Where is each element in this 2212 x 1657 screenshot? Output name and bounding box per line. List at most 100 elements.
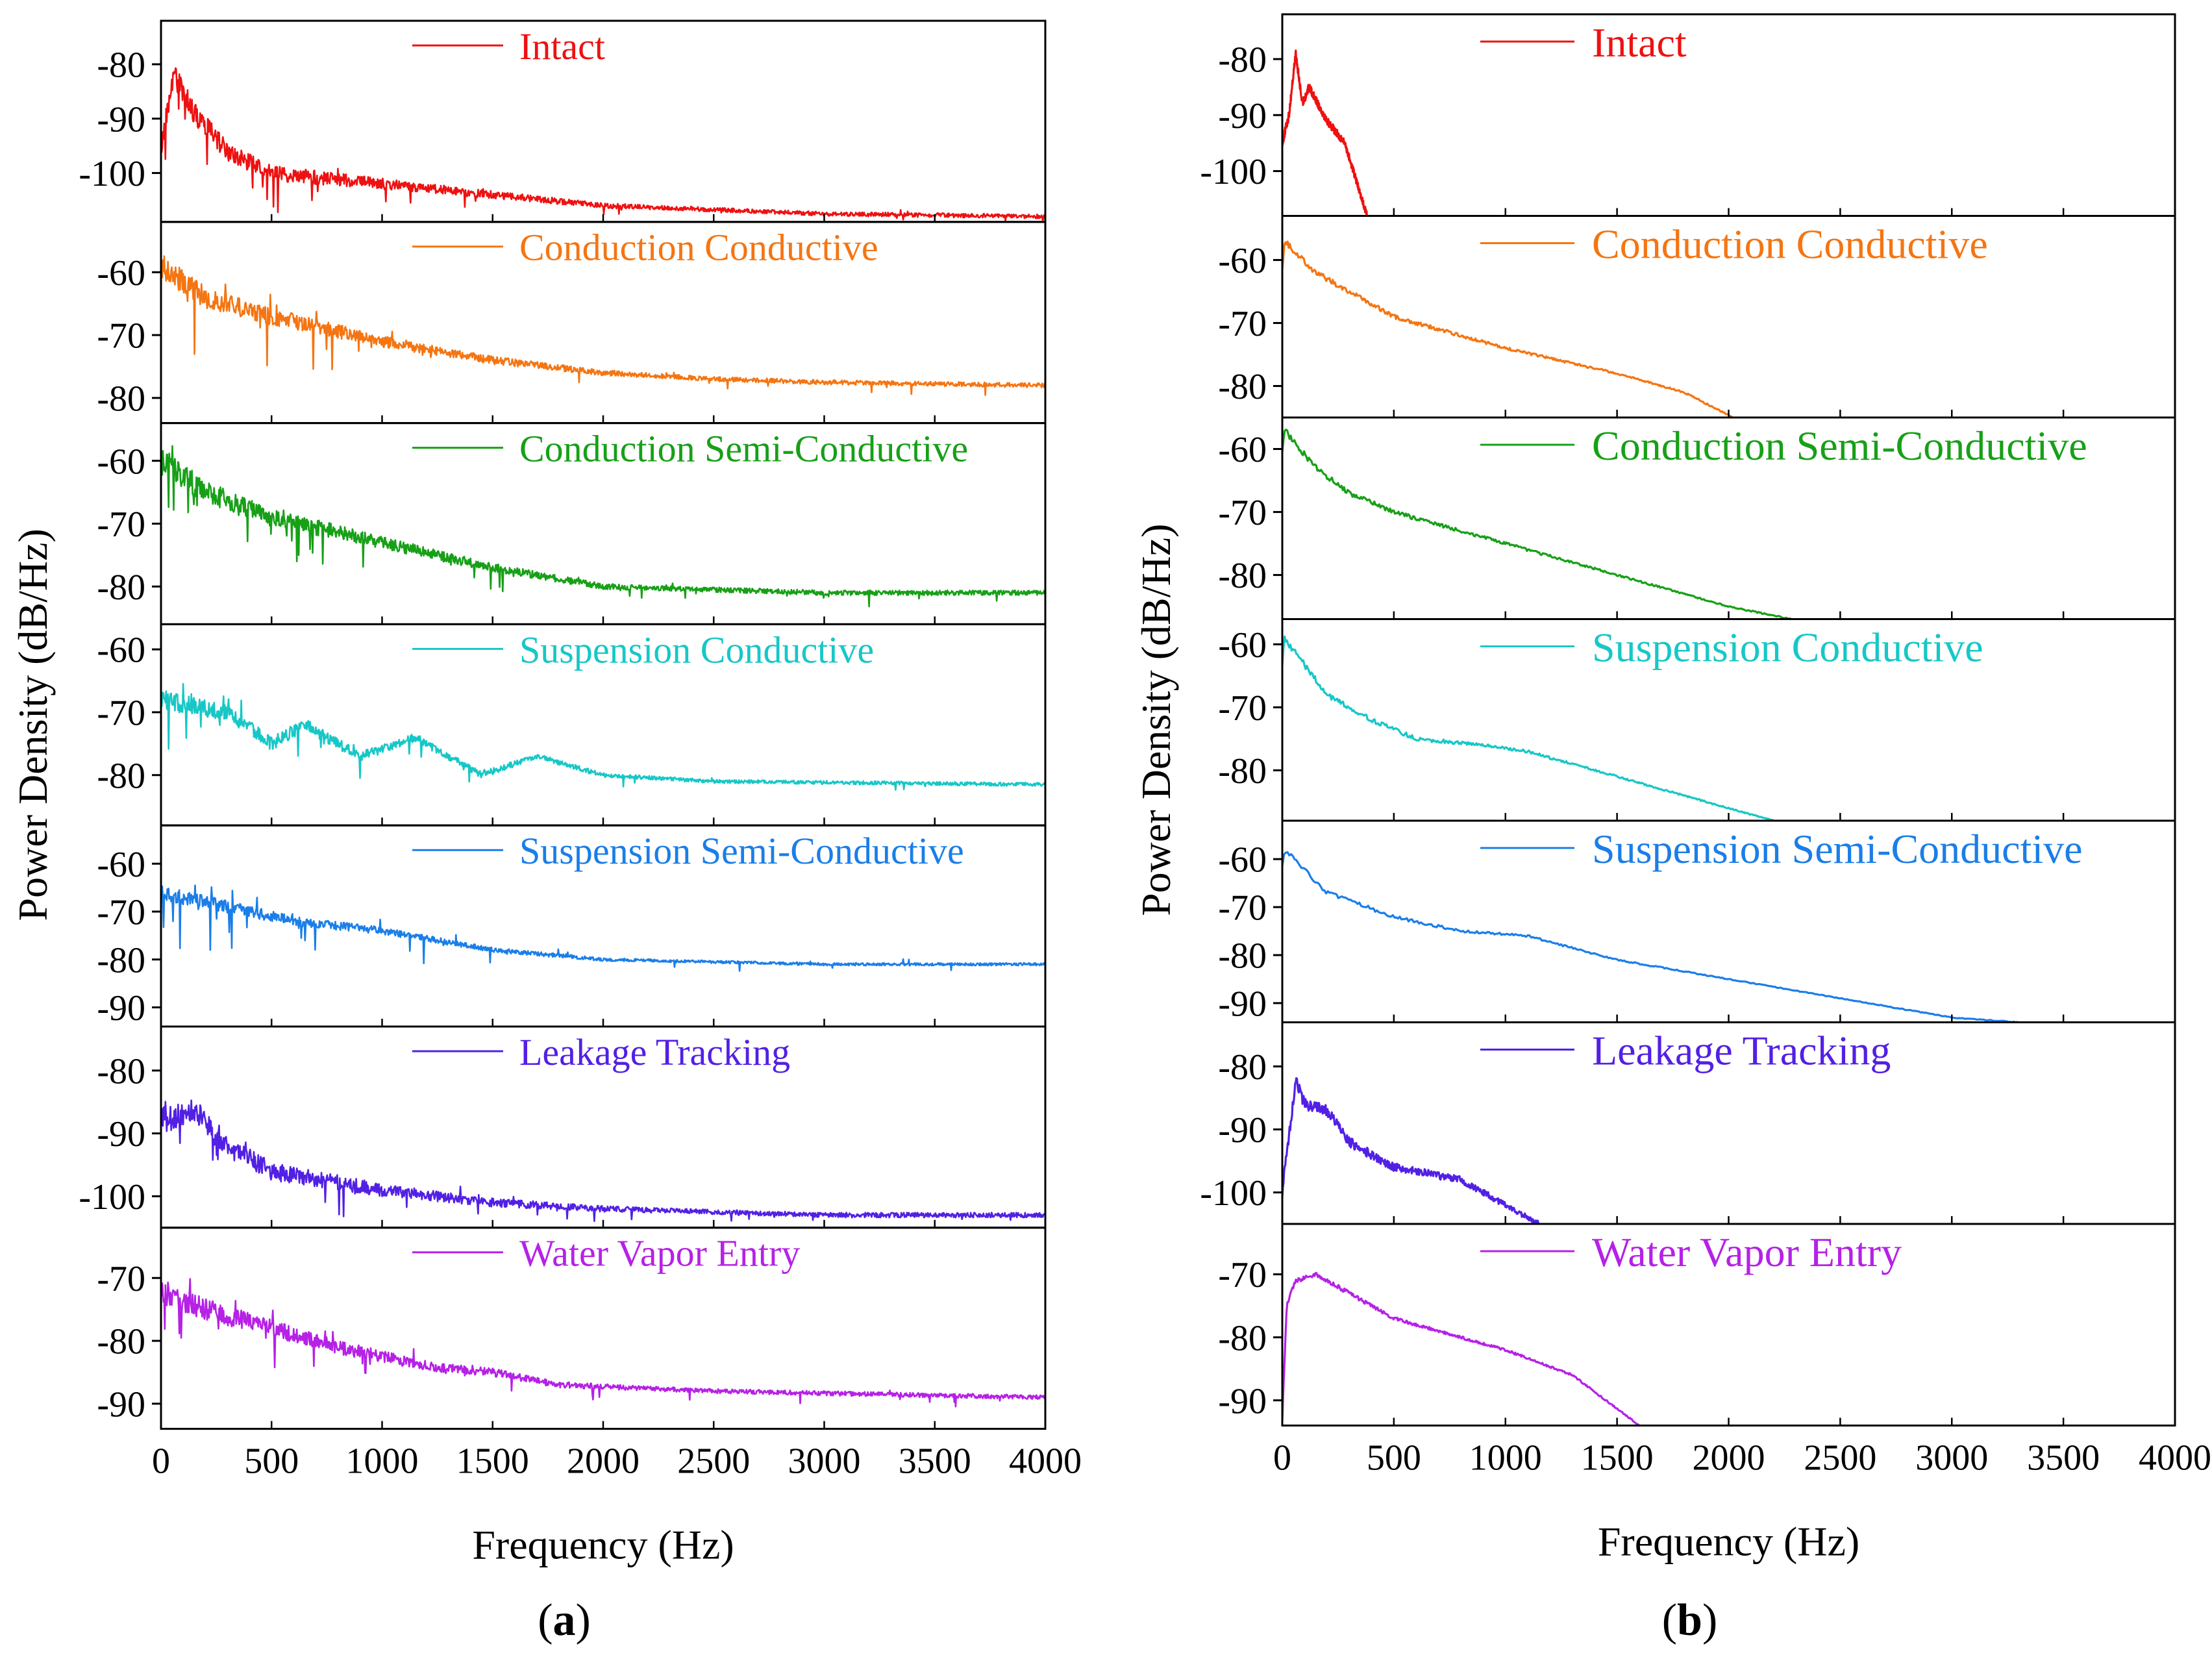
x-tick-label: 4000 (1009, 1441, 1082, 1482)
y-tick-label: -80 (97, 1051, 145, 1091)
subplot-a-3: -60 -70 -80 Conduction Semi-Conductive (97, 422, 1047, 625)
x-tick-label: 0 (152, 1441, 170, 1482)
y-tick-label: -70 (1218, 888, 1267, 928)
series-line-b-1 (1282, 49, 1369, 216)
x-tick-label: 1500 (1581, 1438, 1654, 1478)
y-tick-label: -100 (79, 154, 145, 194)
y-tick-label: -60 (1218, 840, 1267, 880)
legend-label: Conduction Conductive (519, 227, 878, 269)
panel-label-b: (b) (1662, 1595, 1718, 1645)
y-tick-label: -90 (1218, 96, 1267, 136)
y-axis-label: Power Density (dB/Hz) (10, 529, 56, 921)
y-tick-label: -80 (1218, 1047, 1267, 1088)
y-tick-label: -80 (1218, 936, 1267, 977)
x-tick-label: 3500 (899, 1441, 971, 1482)
y-tick-label: -70 (1218, 304, 1267, 344)
y-tick-label: -60 (97, 442, 145, 482)
x-tick-label: 2000 (1693, 1438, 1765, 1478)
y-tick-label: -60 (1218, 241, 1267, 281)
y-tick-label: -80 (1218, 367, 1267, 407)
legend-label: Suspension Semi-Conductive (519, 830, 964, 872)
subplot-b-5: -60 -70 -80 -90 Suspension Semi-Conductive (1218, 819, 2176, 1025)
y-tick-label: -90 (97, 988, 145, 1028)
y-tick-label: -90 (1218, 1381, 1267, 1421)
series-line-b-5 (1282, 851, 2019, 1023)
legend-label: Intact (519, 25, 605, 68)
y-tick-label: -60 (1218, 430, 1267, 470)
y-tick-label: -100 (79, 1177, 145, 1217)
subplot-a-1: -80 -90 -100 Intact (79, 19, 1047, 223)
y-tick-label: -100 (1200, 1173, 1267, 1214)
y-tick-label: -90 (1218, 984, 1267, 1025)
legend-label: Suspension Conductive (1592, 625, 1983, 671)
series-line-a-7 (161, 1278, 1045, 1408)
y-tick-label: -80 (1218, 751, 1267, 791)
y-tick-label: -80 (97, 756, 145, 796)
subplot-b-3: -60 -70 -80 Conduction Semi-Conductive (1218, 416, 2176, 620)
y-tick-label: -100 (1200, 152, 1267, 192)
subplot-a-6: -80 -90 -100 Leakage Tracking (79, 1025, 1047, 1229)
y-tick-label: -90 (97, 1384, 145, 1425)
subplot-b-6: -80 -90 -100 Leakage Tracking (1200, 1021, 2176, 1225)
legend-label: Suspension Semi-Conductive (1592, 826, 2083, 872)
subplot-a-5: -60 -70 -80 -90 Suspension Semi-Conductive (97, 824, 1047, 1028)
series-line-a-3 (161, 445, 1045, 608)
series-line-a-6 (161, 1099, 1045, 1222)
y-tick-label: -70 (1218, 688, 1267, 729)
x-tick-label: 2500 (677, 1441, 750, 1482)
y-tick-label: -70 (1218, 493, 1267, 533)
legend-label: Water Vapor Entry (1592, 1229, 1902, 1275)
legend-label: Conduction Conductive (1592, 221, 1988, 268)
legend-label: Conduction Semi-Conductive (519, 427, 968, 469)
legend-label: Leakage Tracking (1592, 1028, 1891, 1074)
y-tick-label: -70 (97, 893, 145, 933)
y-tick-label: -80 (1218, 556, 1267, 596)
legend-label: Water Vapor Entry (519, 1232, 800, 1275)
subplot-b-1: -80 -90 -100 Intact (1200, 13, 2176, 217)
x-tick-label: 0 (1273, 1438, 1291, 1478)
legend-label: Suspension Conductive (519, 629, 874, 671)
y-tick-label: -90 (97, 99, 145, 140)
subplot-b-2: -60 -70 -80 Conduction Conductive (1218, 215, 2176, 419)
series-line-b-6 (1282, 1077, 1540, 1224)
x-tick-label: 2000 (567, 1441, 640, 1482)
subplot-frame (1281, 13, 2176, 217)
x-tick-label: 3000 (1915, 1438, 1988, 1478)
chart-panel-a: -80 -90 -100 Intact -60 -70 -80 Conduction Cond… (10, 19, 1082, 1645)
y-tick-label: -90 (1218, 1110, 1267, 1151)
subplot-a-2: -60 -70 -80 Conduction Conductive (97, 221, 1047, 425)
x-tick-label: 500 (244, 1441, 299, 1482)
y-tick-label: -70 (97, 693, 145, 734)
y-tick-label: -80 (97, 1322, 145, 1362)
x-tick-label: 1000 (346, 1441, 419, 1482)
x-tick-label: 500 (1367, 1438, 1421, 1478)
panel-label-a: (a) (538, 1595, 591, 1645)
y-tick-label: -70 (97, 1259, 145, 1299)
x-axis-label: Frequency (Hz) (1598, 1519, 1859, 1565)
subplot-a-7: -70 -80 -90 Water Vapor Entry (97, 1227, 1047, 1430)
y-tick-label: -80 (1218, 40, 1267, 81)
y-tick-label: -80 (97, 45, 145, 86)
series-line-a-4 (161, 682, 1045, 791)
chart-panel-b: -80 -90 -100 Intact -60 -70 -80 Conduction Cond… (1133, 13, 2211, 1645)
legend-label: Conduction Semi-Conductive (1592, 423, 2087, 469)
x-tick-label: 1500 (456, 1441, 529, 1482)
y-tick-label: -60 (1218, 625, 1267, 666)
x-tick-label: 1000 (1469, 1438, 1542, 1478)
subplot-b-4: -60 -70 -80 Suspension Conductive (1218, 618, 2176, 822)
y-tick-label: -70 (1218, 1255, 1267, 1295)
x-tick-label: 2500 (1804, 1438, 1876, 1478)
legend-label: Intact (1592, 19, 1687, 66)
x-axis-label: Frequency (Hz) (472, 1522, 734, 1568)
y-tick-label: -80 (97, 940, 145, 980)
x-tick-label: 3000 (788, 1441, 861, 1482)
y-tick-label: -70 (97, 505, 145, 545)
y-axis-label: Power Density (dB/Hz) (1133, 524, 1179, 916)
y-tick-label: -70 (97, 316, 145, 356)
subplot-b-7: -70 -80 -90 Water Vapor Entry (1218, 1223, 2176, 1427)
x-tick-label: 4000 (2139, 1438, 2211, 1478)
series-line-a-5 (161, 884, 1045, 972)
y-tick-label: -60 (97, 253, 145, 293)
y-tick-label: -80 (1218, 1318, 1267, 1358)
